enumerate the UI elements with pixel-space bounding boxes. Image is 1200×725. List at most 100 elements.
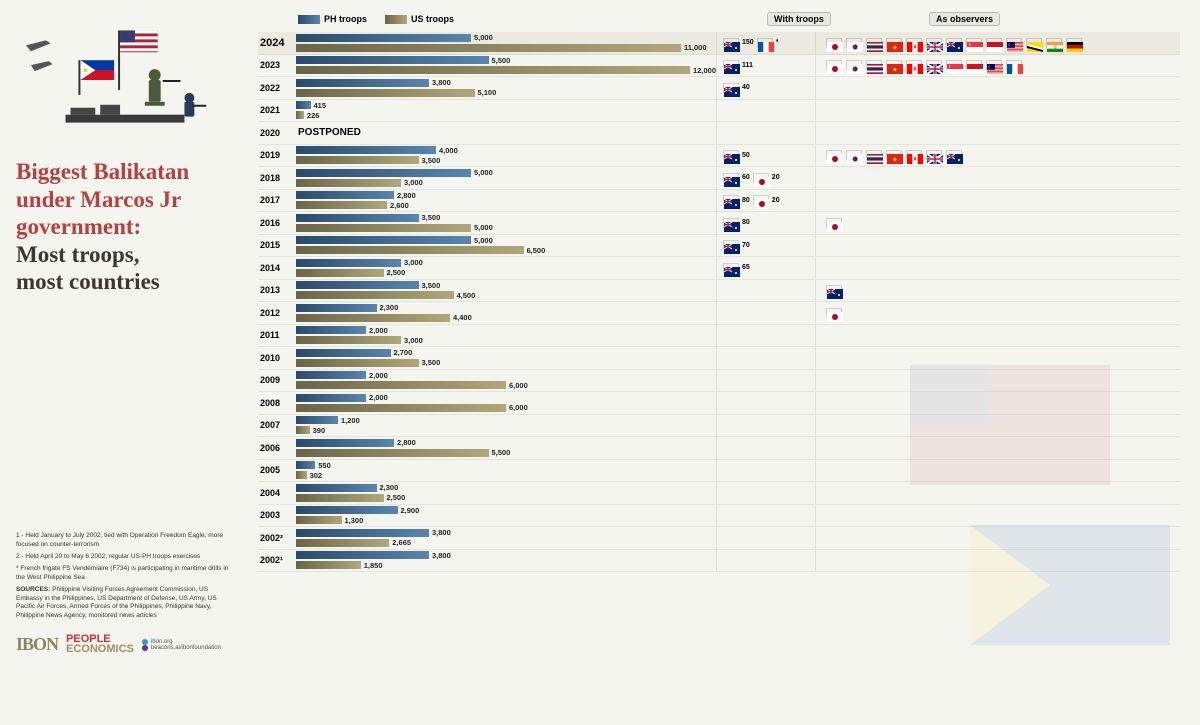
flag-au xyxy=(723,218,739,228)
with-troops-cell: 50 xyxy=(716,145,816,167)
ph-value: 550 xyxy=(318,461,331,470)
observers-cell xyxy=(816,257,1180,279)
ph-value: 3,500 xyxy=(422,213,441,222)
chart-row: 2004 2,300 2,500 xyxy=(258,482,1180,505)
bars-cell: 3,800 2,665 xyxy=(296,527,716,549)
observers-cell xyxy=(816,167,1180,189)
bars-cell: POSTPONED xyxy=(296,122,716,144)
observers-cell xyxy=(816,392,1180,414)
observers-cell xyxy=(816,77,1180,99)
us-value: 1,850 xyxy=(364,561,383,570)
us-bar xyxy=(296,516,342,524)
bars-cell: 5,000 11,000 xyxy=(296,32,716,54)
ph-bar xyxy=(296,506,398,514)
with-troops-cell: 65 xyxy=(716,257,816,279)
ph-value: 2,700 xyxy=(394,348,413,357)
us-bar xyxy=(296,449,489,457)
legend-header: PH troops US troops With troops As obser… xyxy=(258,12,1180,26)
ph-value: 5,000 xyxy=(474,33,493,42)
year-label: 2007 xyxy=(258,415,296,437)
us-value: 6,500 xyxy=(527,246,546,255)
us-bar-wrap: 5,100 xyxy=(296,88,716,97)
bars-cell: 3,500 4,500 xyxy=(296,280,716,302)
us-bar-wrap: 3,500 xyxy=(296,156,716,165)
us-value: 3,500 xyxy=(422,156,441,165)
year-label: 2016 xyxy=(258,212,296,234)
bars-cell: 5,000 3,000 xyxy=(296,167,716,189)
observers-cell xyxy=(816,122,1180,144)
header-observers: As observers xyxy=(929,12,1000,26)
us-value: 2,665 xyxy=(392,538,411,547)
flag-my xyxy=(986,60,1002,70)
chart-row: 2003 2,900 1,300 xyxy=(258,505,1180,528)
ph-value: 5,500 xyxy=(492,56,511,65)
ph-bar xyxy=(296,304,377,312)
ph-bar-wrap: 3,000 xyxy=(296,258,716,267)
bars-cell: 2,000 6,000 xyxy=(296,392,716,414)
us-bar xyxy=(296,404,506,412)
ph-bar-wrap: 5,000 xyxy=(296,33,716,42)
legend-ph: PH troops xyxy=(298,14,367,24)
ph-bar xyxy=(296,529,429,537)
flag-kr xyxy=(846,60,862,70)
bars-cell: 2,700 3,500 xyxy=(296,347,716,369)
flag-ca xyxy=(906,38,922,48)
chart-row: 2008 2,000 6,000 xyxy=(258,392,1180,415)
us-value: 2,500 xyxy=(387,493,406,502)
bars-cell: 5,000 6,500 xyxy=(296,235,716,257)
ph-value: 3,800 xyxy=(432,551,451,560)
us-bar-wrap: 1,300 xyxy=(296,516,716,525)
flag-kr xyxy=(846,38,862,48)
flag-au xyxy=(723,240,739,250)
flag-sg xyxy=(966,38,982,48)
with-troops-cell: 6020 xyxy=(716,167,816,189)
flag-nz xyxy=(946,150,962,160)
year-label: 2020 xyxy=(258,122,296,144)
bars-cell: 3,800 5,100 xyxy=(296,77,716,99)
chart-row: 2020POSTPONED xyxy=(258,122,1180,145)
chart-row: 2011 2,000 3,000 xyxy=(258,325,1180,348)
us-bar-wrap: 1,850 xyxy=(296,561,716,570)
bars-cell: 2,000 3,000 xyxy=(296,325,716,347)
chart-row: 2015 5,000 6,500 70 xyxy=(258,235,1180,258)
us-bar-wrap: 302 xyxy=(296,471,716,480)
flag-vn: ★ xyxy=(886,38,902,48)
troop-count: 50 xyxy=(742,152,750,159)
flag-nz xyxy=(826,285,842,295)
bars-cell: 5,500 12,000 xyxy=(296,55,716,77)
troop-count: 65 xyxy=(742,264,750,271)
header-illustration xyxy=(16,20,234,140)
flag-ca xyxy=(906,150,922,160)
year-label: 2017 xyxy=(258,190,296,212)
chart-row: 2019 4,000 3,500 50★ xyxy=(258,145,1180,168)
observers-cell: ★ xyxy=(816,55,1180,77)
us-value: 6,000 xyxy=(509,403,528,412)
with-troops-cell: 150* xyxy=(716,32,816,54)
year-label: 2008 xyxy=(258,392,296,414)
year-label: 2009 xyxy=(258,370,296,392)
flag-th xyxy=(866,38,882,48)
sources: SOURCES: Philippine Visiting Forces Agre… xyxy=(16,586,234,620)
ph-bar-wrap: 2,000 xyxy=(296,371,716,380)
chart-row: 2005 550 302 xyxy=(258,460,1180,483)
year-label: 2014 xyxy=(258,257,296,279)
troop-count: 111 xyxy=(742,62,753,69)
flag-au xyxy=(723,83,739,93)
flag-jp xyxy=(826,150,842,160)
title-line-5: most countries xyxy=(16,268,234,296)
bars-cell: 3,800 1,850 xyxy=(296,550,716,572)
with-troops-cell xyxy=(716,302,816,324)
svg-text:★: ★ xyxy=(892,67,897,74)
us-bar-wrap: 3,500 xyxy=(296,358,716,367)
flag-in xyxy=(1046,38,1062,48)
flag-gb xyxy=(926,38,942,48)
bars-cell: 2,300 4,400 xyxy=(296,302,716,324)
ph-bar xyxy=(296,349,391,357)
ph-bar-wrap: 3,500 xyxy=(296,213,716,222)
us-bar xyxy=(296,66,690,74)
us-bar xyxy=(296,201,387,209)
ph-value: 2,000 xyxy=(369,371,388,380)
title-line-1: Biggest Balikatan xyxy=(16,158,234,186)
flag-au xyxy=(723,195,739,205)
flag-my xyxy=(1006,38,1022,48)
